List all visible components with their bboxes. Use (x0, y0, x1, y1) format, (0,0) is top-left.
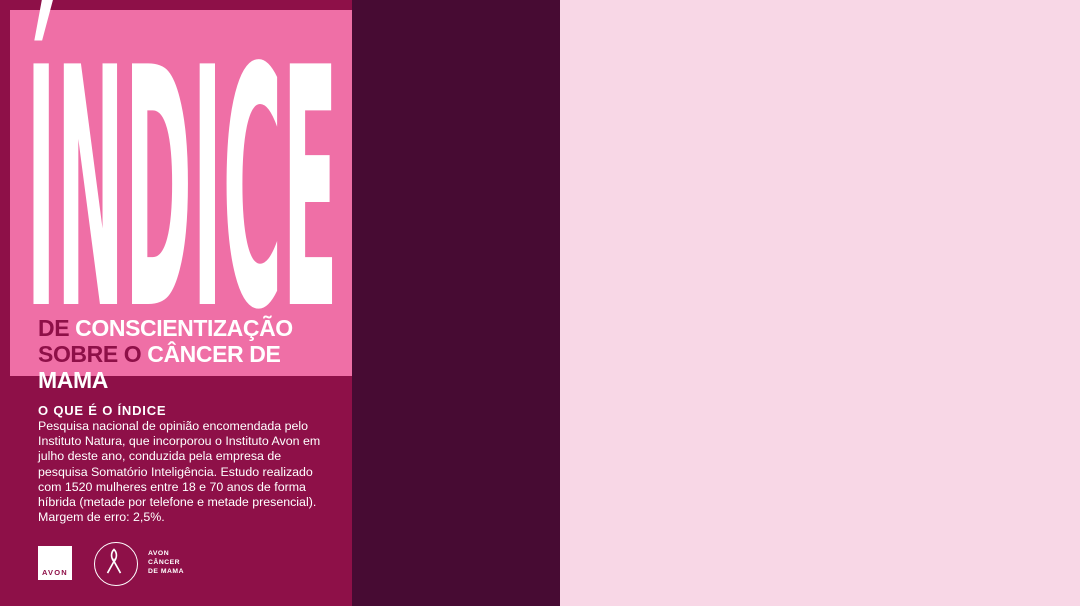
subtitle-white-2: CÂNCER DE MAMA (38, 341, 281, 393)
subtitle: DE CONSCIENTIZAÇÃO SOBRE O CÂNCER DE MAM… (38, 315, 352, 393)
ribbon-logo (94, 542, 138, 586)
right-panel: Nível de desinformação 2 em cada 10 mulh… (560, 0, 1080, 606)
svg-text:ÍNDICE: ÍNDICE (26, 0, 338, 382)
avon-logo: AVON (38, 546, 72, 580)
subtitle-dark-2: SOBRE O (38, 341, 148, 367)
left-panel: ÍNDICE DE CONSCIENTIZAÇÃO SOBRE O CÂNCER… (0, 0, 352, 606)
subtitle-dark-1: DE (38, 315, 76, 341)
middle-panel: PROXIMIDADE COM O TEMA 7 em cada 10 entr… (352, 0, 903, 606)
main-title: ÍNDICE (26, 0, 338, 382)
about-text: Pesquisa nacional de opinião encomendada… (38, 419, 321, 525)
ribbon-logo-text: AVON CÂNCER DE MAMA (148, 550, 184, 575)
ribbon-icon (106, 548, 122, 574)
title-box: ÍNDICE DE CONSCIENTIZAÇÃO SOBRE O CÂNCER… (10, 0, 352, 393)
avon-logo-text: AVON (42, 568, 68, 577)
subtitle-white-1: CONSCIENTIZAÇÃO (75, 315, 293, 341)
about-heading: O QUE É O ÍNDICE (38, 403, 167, 418)
